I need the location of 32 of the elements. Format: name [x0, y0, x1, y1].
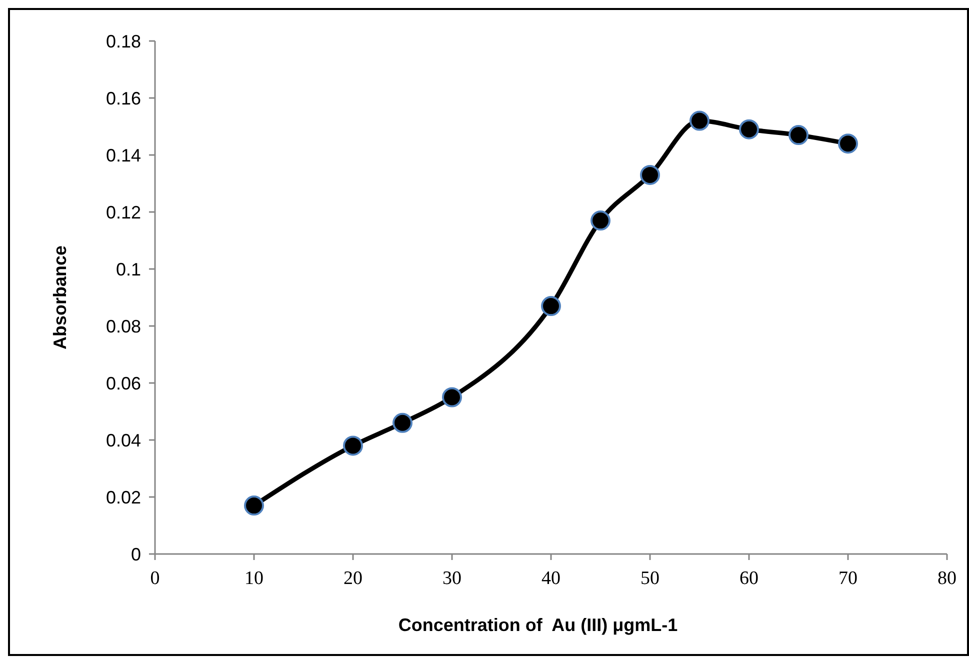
point	[244, 496, 264, 516]
x-tick-label: 80	[938, 568, 956, 589]
point	[838, 134, 858, 154]
y-tick-label: 0	[130, 544, 141, 564]
x-tick-label: 70	[838, 568, 858, 589]
x-tick-label: 60	[740, 568, 758, 589]
y-tick-label: 0.16	[106, 88, 141, 108]
x-tick-label: 50	[640, 568, 660, 589]
y-tick-label: 0.08	[106, 316, 141, 336]
y-tick-label: 0.18	[106, 31, 141, 52]
y-tick-label: 0.02	[106, 487, 141, 508]
y-tick-label: 0.14	[106, 145, 141, 166]
point	[640, 164, 660, 185]
x-tick-label: 10	[244, 568, 264, 589]
y-tick-label: 0.04	[106, 430, 141, 450]
point	[343, 436, 363, 456]
y-axis-title: Absorbance	[50, 245, 70, 350]
y-tick-label: 0.06	[106, 373, 141, 394]
point	[392, 412, 412, 433]
point	[590, 210, 610, 231]
point	[690, 110, 710, 131]
x-tick-label: 20	[344, 568, 362, 589]
point	[788, 125, 808, 146]
point	[442, 387, 462, 408]
x-tick-label: 30	[442, 568, 462, 589]
point	[739, 119, 759, 140]
x-axis-title: Concentration of Au (III) μgmL-1	[398, 615, 678, 635]
y-tick-label: 0.1	[116, 259, 141, 280]
x-tick-label: 0	[150, 568, 160, 589]
y-tick-label: 0.12	[106, 202, 141, 222]
x-tick-label: 40	[542, 568, 560, 589]
point	[541, 296, 561, 316]
